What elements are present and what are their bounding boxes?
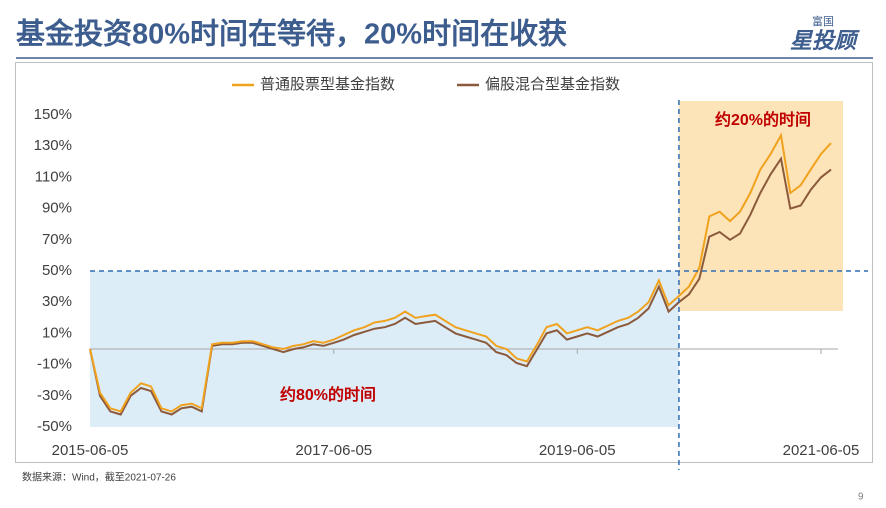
- region-harvest: [678, 101, 843, 311]
- source-note: 数据来源：Wind，截至2021-07-26: [22, 471, 176, 484]
- y-tick-label: 50%: [42, 262, 72, 279]
- y-tick-label: 110%: [35, 168, 72, 185]
- y-tick-label: 30%: [42, 293, 72, 310]
- y-tick-label: -30%: [37, 387, 72, 404]
- x-tick-label: 2017-06-05: [295, 442, 372, 459]
- y-tick-label: 130%: [34, 137, 72, 154]
- series-line: [89, 156, 832, 416]
- y-tick-label: 90%: [42, 200, 72, 217]
- logo-top: 富国: [812, 14, 834, 28]
- y-tick-label: 150%: [34, 106, 72, 123]
- slide-title: 基金投资80%时间在等待，20%时间在收获: [16, 17, 567, 51]
- x-tick-label: 2019-06-05: [539, 442, 616, 459]
- legend-label: 偏股混合型基金指数: [485, 76, 620, 93]
- x-tick-label: 2021-06-05: [783, 442, 860, 459]
- page-number: 9: [858, 492, 864, 503]
- y-tick-label: 10%: [42, 324, 72, 341]
- y-tick-label: -10%: [37, 356, 72, 373]
- series-line: [89, 132, 832, 413]
- legend-label: 普通股票型基金指数: [260, 76, 395, 93]
- annotation: 约80%的时间: [280, 385, 376, 404]
- y-tick-label: 70%: [42, 231, 72, 248]
- x-tick-label: 2015-06-05: [52, 442, 129, 459]
- y-tick-label: -50%: [37, 418, 72, 435]
- logo-main: 星投顾: [790, 28, 860, 53]
- annotation: 约20%的时间: [715, 110, 811, 129]
- chart-frame: [15, 62, 873, 463]
